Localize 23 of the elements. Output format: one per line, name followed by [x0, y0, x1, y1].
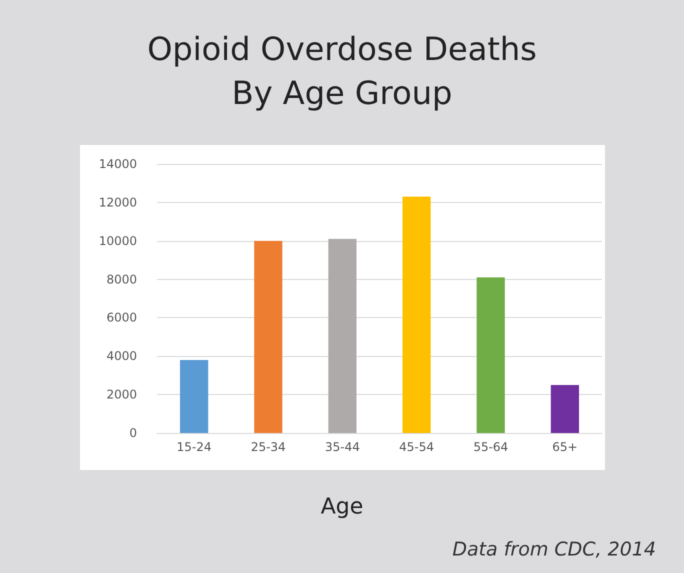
y-tick-label: 14000: [98, 157, 137, 171]
text: Data from CDC, 2014: [452, 538, 656, 560]
y-tick-label: 0: [129, 426, 137, 440]
bar: [476, 277, 505, 433]
y-tick-label: 4000: [106, 349, 137, 364]
y-tick-label: 12000: [98, 195, 137, 210]
x-tick-label: 35-44: [324, 440, 360, 454]
y-tick-label: 6000: [106, 310, 137, 325]
y-tick-label: 8000: [106, 272, 137, 286]
bar: [402, 196, 431, 433]
x-tick-label: 15-24: [176, 440, 212, 454]
x-axis-title: Age: [320, 494, 364, 520]
bar: [328, 238, 357, 433]
bar: [550, 384, 580, 433]
x-tick-label: 45-54: [399, 440, 434, 454]
bar: [180, 360, 208, 433]
x-tick-label: 25-34: [250, 440, 286, 454]
y-tick-label: 10000: [98, 234, 137, 248]
x-tick-label: 55-64: [473, 440, 508, 454]
bar: [254, 240, 282, 433]
y-tick-label: 2000: [106, 388, 137, 402]
chart-title: Opioid Overdose Deaths By Age Group: [147, 30, 537, 112]
x-tick-label: 65+: [552, 440, 578, 454]
